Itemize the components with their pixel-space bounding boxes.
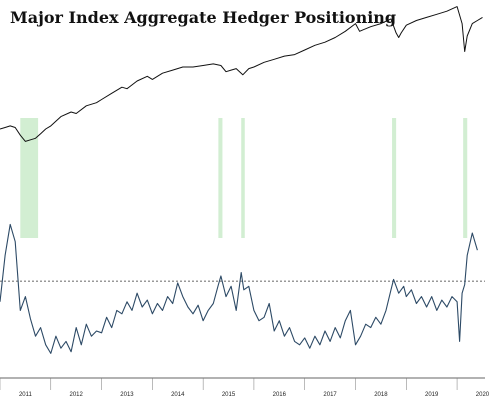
highlight-band-2 <box>218 118 223 238</box>
x-tick-label-2017: 2017 <box>323 392 337 398</box>
x-tick-label-2012: 2012 <box>69 392 83 398</box>
x-tick-label-2016: 2016 <box>273 392 287 398</box>
series-line-positioning <box>0 223 478 354</box>
series-line-index <box>0 6 483 142</box>
highlight-band-3 <box>241 118 245 238</box>
highlight-band-1 <box>20 118 39 238</box>
x-tick-label-2019: 2019 <box>425 392 439 398</box>
x-tick-label-2011: 2011 <box>19 392 33 398</box>
x-tick-label-2013: 2013 <box>120 392 134 398</box>
x-tick-label-2015: 2015 <box>222 392 236 398</box>
x-tick-label-2020: 2020 <box>476 392 490 398</box>
x-tick-label-2018: 2018 <box>374 392 388 398</box>
highlight-band-4 <box>392 118 397 238</box>
highlight-band-5 <box>463 118 468 238</box>
x-tick-label-2014: 2014 <box>171 392 185 398</box>
chart-title: Major Index Aggregate Hedger Positioning <box>10 8 397 27</box>
